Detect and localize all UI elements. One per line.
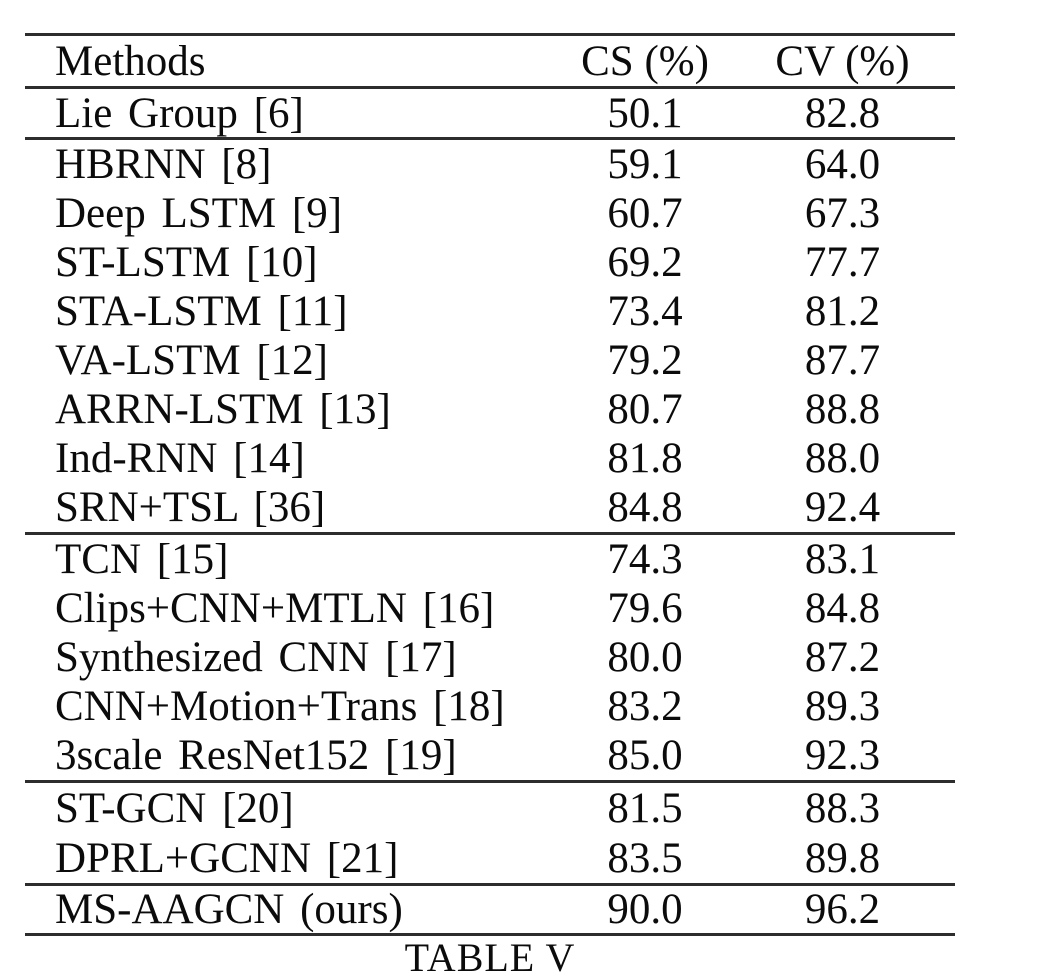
- cs-cell: 83.2: [607, 683, 683, 730]
- method-cell: STA-LSTM [11]: [55, 288, 348, 335]
- cv-cell: 67.3: [804, 190, 881, 237]
- table-row: MS-AAGCN (ours) 90.0 96.2: [25, 886, 955, 933]
- method-cell: DPRL+GCNN [21]: [55, 834, 399, 882]
- table-row: TCN [15] 74.3 83.1: [25, 535, 955, 584]
- cs-cell: 59.1: [607, 141, 683, 188]
- method-cell: MS-AAGCN (ours): [55, 886, 403, 933]
- cs-cell: 69.2: [607, 239, 683, 286]
- cv-cell: 88.0: [804, 435, 881, 482]
- column-header-methods: Methods: [55, 37, 206, 85]
- method-cell: 3scale ResNet152 [19]: [55, 732, 457, 779]
- table-row: ST-GCN [20] 81.5 88.3: [25, 783, 955, 833]
- cv-cell: 88.8: [804, 386, 881, 433]
- table-row: Synthesized CNN [17] 80.0 87.2: [25, 633, 955, 682]
- table-row: ST-LSTM [10] 69.2 77.7: [25, 238, 955, 287]
- cs-cell: 80.0: [607, 634, 683, 681]
- table-rule-top: [25, 33, 955, 36]
- method-cell: CNN+Motion+Trans [18]: [55, 683, 505, 730]
- section-divider: [25, 883, 955, 886]
- cv-cell: 64.0: [804, 141, 881, 188]
- table-row: HBRNN [8] 59.1 64.0: [25, 140, 955, 189]
- cs-cell: 79.6: [607, 585, 683, 632]
- cs-cell: 81.8: [607, 435, 683, 482]
- section-divider: [25, 780, 955, 783]
- table-row: Clips+CNN+MTLN [16] 79.6 84.8: [25, 584, 955, 633]
- cv-cell: 81.2: [804, 288, 881, 335]
- method-cell: VA-LSTM [12]: [55, 337, 328, 384]
- cs-cell: 84.8: [607, 484, 683, 531]
- table-row: Ind-RNN [14] 81.8 88.0: [25, 434, 955, 483]
- cs-cell: 90.0: [607, 886, 683, 933]
- cv-cell: 77.7: [804, 239, 881, 286]
- cs-cell: 80.7: [607, 386, 683, 433]
- table-row: Lie Group [6] 50.1 82.8: [25, 89, 955, 137]
- cv-cell: 83.1: [804, 536, 881, 583]
- method-cell: ST-LSTM [10]: [55, 239, 318, 286]
- method-cell: SRN+TSL [36]: [55, 484, 326, 531]
- cs-cell: 83.5: [607, 834, 683, 882]
- cs-cell: 74.3: [607, 536, 683, 583]
- table-caption: TABLE V: [404, 935, 576, 980]
- cs-cell: 73.4: [607, 288, 683, 335]
- table-row: ARRN-LSTM [13] 80.7 88.8: [25, 385, 955, 434]
- method-cell: Ind-RNN [14]: [55, 435, 305, 482]
- table-rule-bottom: [25, 933, 955, 936]
- table-row: VA-LSTM [12] 79.2 87.7: [25, 336, 955, 385]
- cv-cell: 82.8: [804, 89, 881, 137]
- section-divider: [25, 86, 955, 89]
- table-row: CNN+Motion+Trans [18] 83.2 89.3: [25, 682, 955, 731]
- cv-cell: 84.8: [804, 585, 881, 632]
- cs-cell: 79.2: [607, 337, 683, 384]
- table-row: DPRL+GCNN [21] 83.5 89.8: [25, 833, 955, 883]
- cs-cell: 85.0: [607, 732, 683, 779]
- cv-cell: 89.3: [804, 683, 881, 730]
- method-cell: ARRN-LSTM [13]: [55, 386, 391, 433]
- method-cell: TCN [15]: [55, 536, 229, 583]
- results-table: Methods CS (%) CV (%) Lie Group [6] 50.1…: [25, 33, 955, 936]
- table-header-row: Methods CS (%) CV (%): [25, 36, 955, 86]
- table-row: Deep LSTM [9] 60.7 67.3: [25, 189, 955, 238]
- method-cell: Lie Group [6]: [55, 89, 304, 137]
- cs-cell: 81.5: [607, 784, 683, 832]
- cv-cell: 87.7: [804, 337, 881, 384]
- cs-cell: 50.1: [607, 89, 683, 137]
- cs-cell: 60.7: [607, 190, 683, 237]
- method-cell: Deep LSTM [9]: [55, 190, 343, 237]
- section-divider: [25, 532, 955, 535]
- table-row: STA-LSTM [11] 73.4 81.2: [25, 287, 955, 336]
- table-row: SRN+TSL [36] 84.8 92.4: [25, 483, 955, 532]
- cv-cell: 88.3: [804, 784, 881, 832]
- method-cell: Synthesized CNN [17]: [55, 634, 457, 681]
- method-cell: HBRNN [8]: [55, 141, 272, 188]
- cv-cell: 87.2: [804, 634, 881, 681]
- cv-cell: 96.2: [804, 886, 881, 933]
- column-header-cv: CV (%): [775, 37, 910, 85]
- column-header-cs: CS (%): [581, 37, 709, 85]
- table-row: 3scale ResNet152 [19] 85.0 92.3: [25, 731, 955, 780]
- section-divider: [25, 137, 955, 140]
- method-cell: ST-GCN [20]: [55, 784, 294, 832]
- cv-cell: 92.3: [804, 732, 881, 779]
- method-cell: Clips+CNN+MTLN [16]: [55, 585, 495, 632]
- cv-cell: 89.8: [804, 834, 881, 882]
- cv-cell: 92.4: [804, 484, 881, 531]
